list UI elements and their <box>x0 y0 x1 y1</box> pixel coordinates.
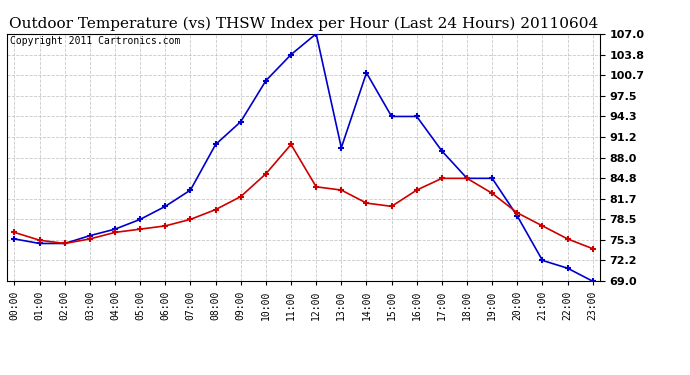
Text: Copyright 2011 Cartronics.com: Copyright 2011 Cartronics.com <box>10 36 180 46</box>
Title: Outdoor Temperature (vs) THSW Index per Hour (Last 24 Hours) 20110604: Outdoor Temperature (vs) THSW Index per … <box>9 17 598 31</box>
